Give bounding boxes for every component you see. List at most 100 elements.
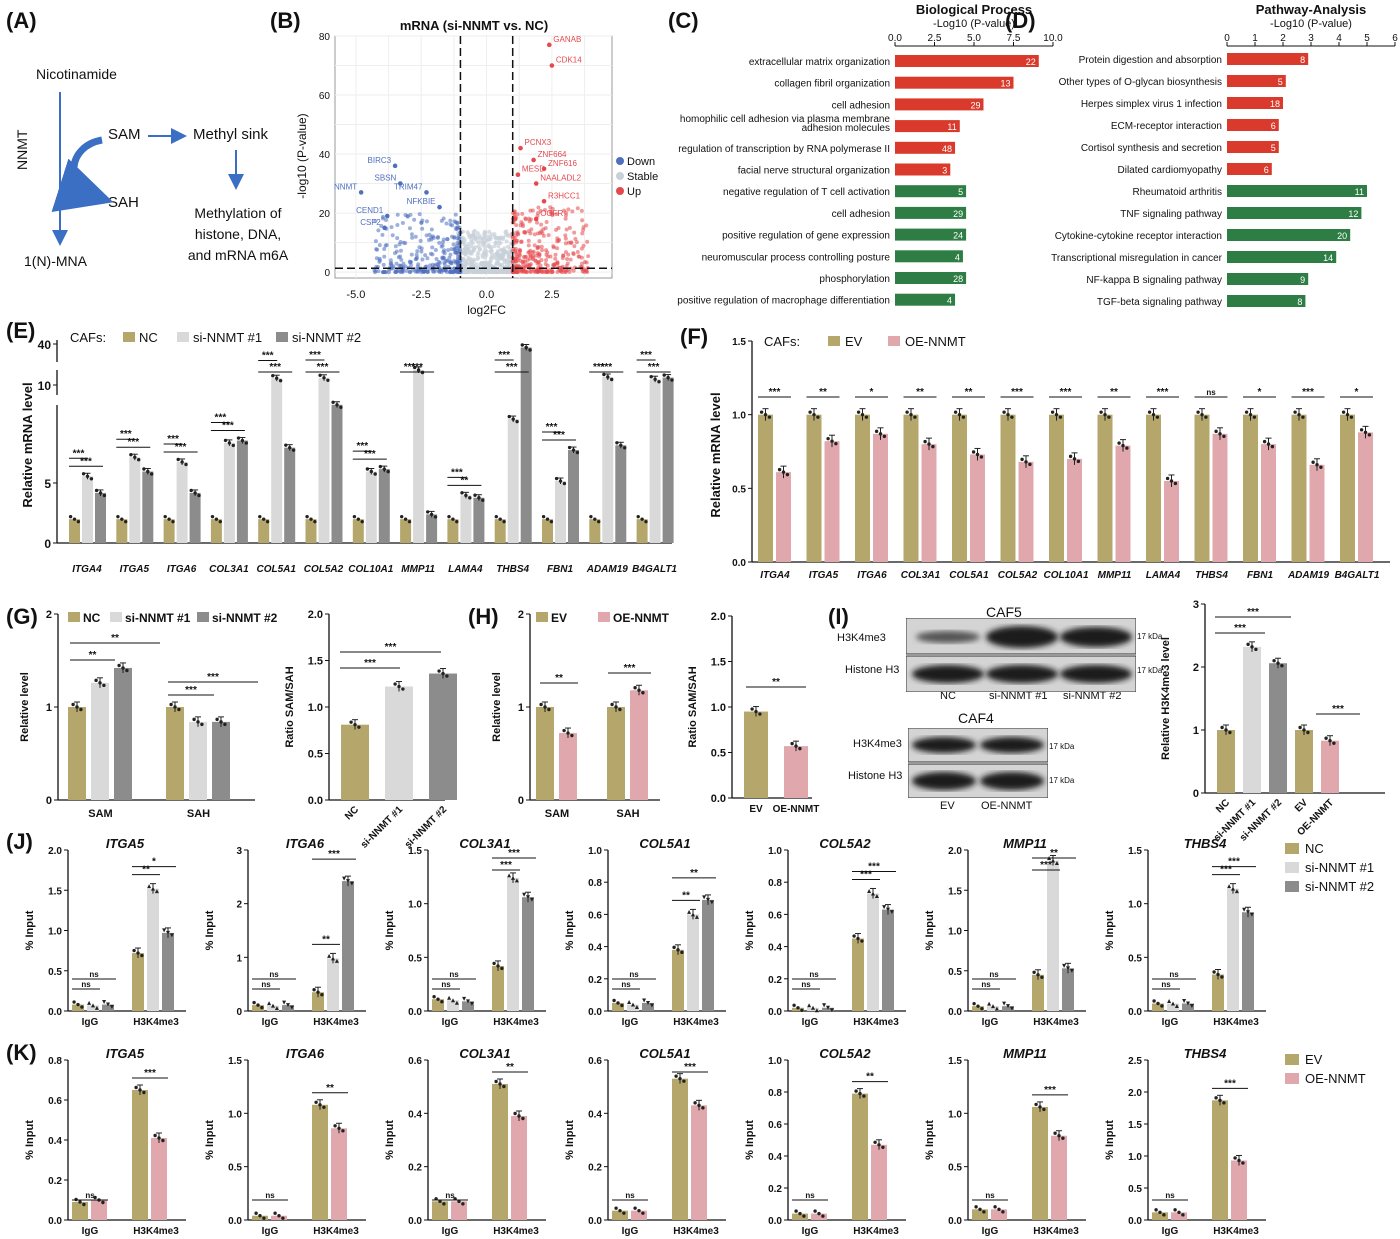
y-tick-label: 0.0 [768,1007,782,1018]
sig-label: *** [500,860,512,871]
down-point [421,269,426,274]
data-point [575,450,580,455]
legend-label: si-NNMT #2 [292,330,361,345]
up-point [527,269,532,274]
group-label: SAM [88,808,112,820]
up-point [542,208,547,213]
down-point [384,243,389,248]
data-point [500,966,504,971]
up-point [539,229,544,234]
y-tick-label: 0.2 [768,1184,782,1195]
bar [447,519,459,543]
down-point [449,247,454,252]
y-tick-label: 0.6 [768,1120,782,1131]
data-point [120,517,124,521]
y-axis-label: -log10 (P-value) [295,113,309,198]
sig-label: ns [621,980,631,989]
y-tick-label: 0.2 [588,1163,602,1174]
data-point [545,517,550,521]
bar [1242,912,1254,1011]
gene-x-label: ITGA6 [167,564,197,575]
stable-point [479,270,484,275]
data-point [265,519,270,524]
y-axis-label: % Input [1104,1120,1116,1160]
data-point [646,1000,650,1005]
legend-label: si-NNMT #1 [193,330,262,345]
data-point [1002,410,1006,414]
gene-x-label: COL5A2 [304,564,344,575]
gene-title: ITGA6 [286,1046,325,1061]
y-tick-label: 0.8 [768,1088,782,1099]
group-label: H3K4me3 [1033,1017,1079,1028]
y-tick-label: 0.6 [588,1056,602,1067]
data-point [1246,642,1250,647]
y-tick-label: 1.5 [228,1056,242,1067]
stable-point [466,242,471,247]
group-label: IgG [802,1017,819,1028]
data-point [758,712,762,716]
legend-label: si-NNMT #1 [1305,860,1374,875]
sig-label: *** [411,362,423,373]
bar [1358,432,1373,562]
y-tick-label: 0.4 [48,1136,62,1147]
data-point [94,678,98,683]
x-tick-label: 4 [1336,33,1342,44]
down-point [395,212,400,217]
sig-label: *** [175,442,187,453]
legend-swatch [1285,1073,1299,1084]
bar [1291,414,1307,562]
data-point [1189,1003,1194,1008]
legend-swatch [1285,843,1299,854]
data-point [522,892,527,897]
data-point [218,519,222,524]
stable-point [499,255,504,260]
x-tick-label: 0 [1224,33,1230,44]
y-tick-label: 0.0 [408,1007,422,1018]
data-point [473,493,477,497]
y-tick-label: 1.5 [1128,846,1142,857]
data-point [1222,434,1226,439]
stable-point [483,230,488,235]
bar-count-label: 18 [1270,99,1280,109]
y-tick-label: 80 [319,32,331,43]
stable-point [496,248,501,253]
x-tick-label: 5 [1364,33,1370,44]
gene-point-label: CDK14 [556,56,582,65]
bar [520,362,532,543]
down-point [389,225,394,230]
up-point [568,257,573,262]
data-point [972,1001,976,1006]
data-point [976,1004,980,1008]
sig-label: *** [185,685,197,696]
lane-ev-label: EV [940,800,955,812]
stable-point [476,270,481,275]
group-label: IgG [262,1017,279,1028]
data-point [357,725,361,729]
data-point [1254,647,1258,652]
bar [162,932,174,1011]
gene-x-label: ADAM19 [586,564,629,575]
data-point [400,514,404,519]
up-point [518,223,523,228]
bar [873,433,888,562]
down-point [415,249,420,254]
sig-label: *** [860,869,872,880]
bar [895,250,963,263]
up-point [519,240,524,245]
up-point [510,259,515,264]
bar [1032,974,1044,1011]
y-tick-label: 1.0 [768,846,782,857]
highlight-point [541,166,547,172]
data-point [76,519,81,524]
sig-label: *** [269,362,281,373]
data-point [614,1206,618,1210]
up-point [521,269,526,274]
data-point [393,682,397,686]
bar [312,1104,328,1220]
down-point [412,217,417,222]
sig-label: ns [265,1191,275,1200]
gene-point-label: BIRC3 [368,156,392,165]
down-point [444,258,449,263]
data-point [610,702,614,707]
bar [462,1001,474,1011]
